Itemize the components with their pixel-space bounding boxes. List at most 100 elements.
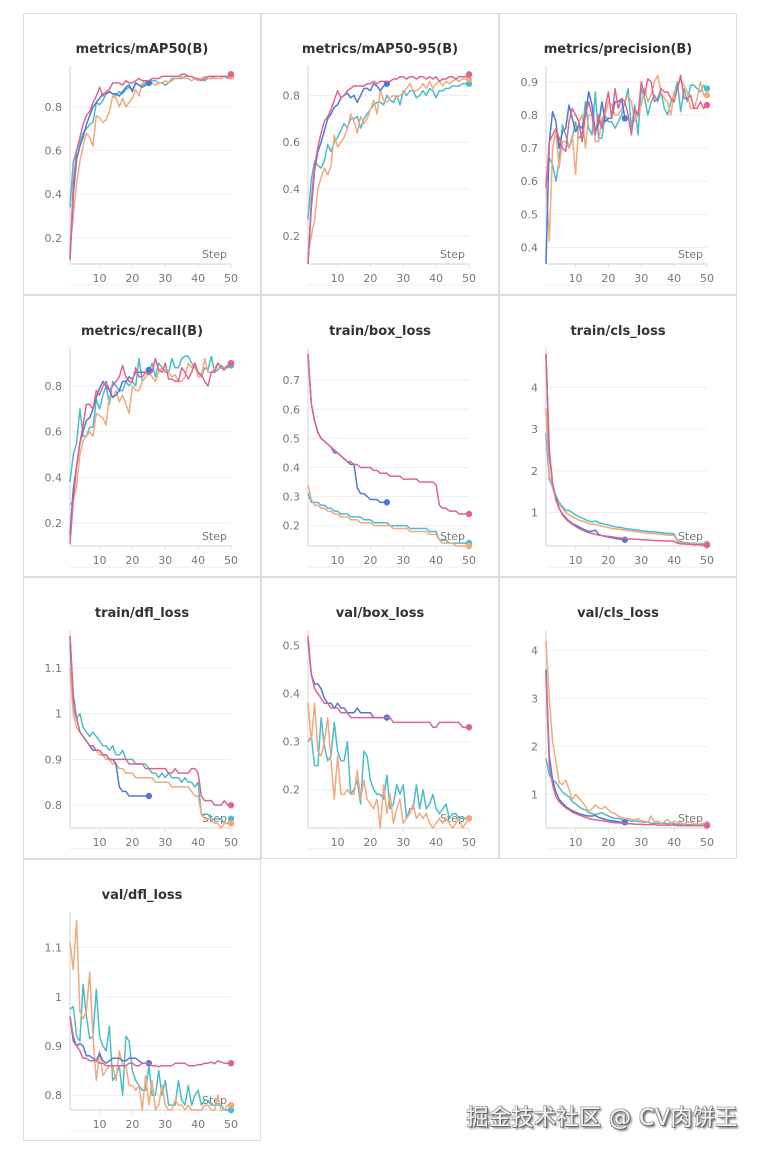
y-tick-label: 0.4	[283, 688, 301, 701]
chart-panel-val_dfl: val/dfl_loss 0.8 0.9 1 1.1 10 20 30 40 50 Step	[23, 859, 261, 1141]
series-line-run_orange	[69, 357, 232, 506]
y-tick-label: 1	[55, 991, 62, 1004]
series-end-marker-run_pink	[465, 724, 473, 731]
chart-panel-mAP50-95: metrics/mAP50-95(B) 0.2 0.4 0.6 0.8 10 20 30 40 5…	[261, 13, 499, 295]
x-tick-label: 20	[125, 836, 139, 849]
series-line-run_orange	[69, 919, 231, 1111]
series-end-marker-run_teal	[227, 815, 235, 823]
series-end-marker-run_pink	[703, 101, 711, 109]
series-line-run_pink	[307, 635, 469, 728]
series-line-run_blue	[69, 1016, 149, 1064]
y-tick-label: 0.8	[45, 380, 63, 393]
x-tick-label: 20	[601, 836, 615, 849]
series-line-run_pink	[69, 635, 231, 806]
chart-svg: 0.2 0.4 0.6 0.8 10 20 30 40 50 Step	[283, 66, 476, 286]
y-tick-label: 0.8	[45, 1089, 63, 1102]
series-end-marker-run_pink	[703, 822, 711, 829]
series-end-marker-run_pink	[465, 510, 473, 518]
y-tick-label: 0.2	[45, 232, 63, 245]
series-end-marker-run_orange	[465, 542, 473, 550]
series-line-run_pink	[69, 73, 232, 260]
series-end-marker-run_teal	[227, 1106, 235, 1114]
x-tick-label: 30	[634, 554, 648, 567]
series-end-marker-run_orange	[465, 815, 473, 822]
series-end-marker-run_orange	[703, 91, 711, 99]
y-tick-label: 2	[531, 465, 538, 478]
y-tick-label: 0.2	[283, 520, 301, 533]
y-tick-label: 0.7	[521, 142, 539, 155]
y-tick-label: 1	[531, 507, 538, 520]
y-tick-label: 0.2	[283, 784, 301, 797]
x-axis-label: Step	[440, 530, 465, 543]
x-tick-label: 10	[93, 836, 107, 849]
chart-title: val/dfl_loss	[101, 888, 183, 903]
x-tick-label: 50	[224, 272, 238, 285]
x-axis-label: Step	[202, 1094, 227, 1107]
x-tick-label: 30	[158, 554, 172, 567]
x-tick-label: 50	[700, 836, 714, 849]
series-line-run_orange	[307, 484, 469, 547]
y-tick-label: 0.6	[45, 426, 63, 439]
y-tick-label: 0.9	[45, 753, 63, 766]
y-tick-label: 0.5	[283, 432, 301, 445]
series-end-marker-run_blue	[145, 366, 153, 374]
y-tick-label: 1.1	[45, 942, 63, 955]
x-tick-label: 40	[191, 836, 205, 849]
series-end-marker-run_pink	[227, 1060, 235, 1067]
series-line-run_orange	[545, 408, 707, 546]
series-end-marker-run_pink	[227, 359, 235, 367]
chart-title: metrics/precision(B)	[543, 42, 693, 57]
x-tick-label: 20	[363, 272, 377, 285]
chart-svg: 0.4 0.5 0.6 0.7 0.8 0.9 10 20 30 40 50 Step	[521, 66, 714, 286]
series-line-run_pink	[69, 1016, 231, 1068]
chart-panel-recall: metrics/recall(B) 0.2 0.4 0.6 0.8 10 20 30 40 50 S…	[23, 295, 261, 577]
y-tick-label: 0.9	[45, 1040, 63, 1053]
series-line-run_teal	[307, 82, 469, 220]
chart-svg: 1 2 3 4 10 20 30 40 50 Step	[531, 630, 714, 850]
y-tick-label: 4	[531, 644, 538, 657]
x-tick-label: 20	[601, 554, 615, 567]
x-tick-label: 10	[331, 272, 345, 285]
chart-svg: 0.2 0.4 0.6 0.8 10 20 30 40 50 Step	[45, 66, 238, 286]
series-line-run_teal	[307, 493, 469, 544]
y-tick-label: 2	[531, 740, 538, 753]
y-tick-label: 0.6	[283, 136, 301, 149]
y-tick-label: 0.4	[45, 188, 63, 201]
series-end-marker-run_orange	[227, 1101, 235, 1109]
y-tick-label: 0.8	[45, 101, 63, 114]
series-line-run_orange	[307, 78, 469, 255]
y-tick-label: 4	[531, 381, 538, 394]
x-tick-label: 10	[331, 836, 345, 849]
y-tick-label: 0.6	[45, 145, 63, 158]
chart-title: metrics/recall(B)	[80, 324, 204, 339]
y-tick-label: 0.8	[283, 89, 301, 102]
x-tick-label: 30	[396, 272, 410, 285]
x-axis-label: Step	[440, 812, 465, 825]
x-tick-label: 10	[331, 554, 345, 567]
watermark: 掘金技术社区 @ CV肉饼王	[466, 1106, 738, 1131]
chart-panel-precision: metrics/precision(B) 0.4 0.5 0.6 0.7 0.8 0.9 10…	[499, 13, 737, 295]
x-tick-label: 50	[462, 836, 476, 849]
y-tick-label: 0.4	[521, 241, 539, 254]
x-tick-label: 30	[634, 272, 648, 285]
series-line-run_blue	[307, 82, 388, 265]
y-tick-label: 0.8	[521, 109, 539, 122]
y-tick-label: 0.5	[283, 640, 301, 653]
chart-svg: 1 2 3 4 10 20 30 40 50 Step	[531, 348, 714, 568]
y-tick-label: 0.3	[283, 736, 301, 749]
x-tick-label: 30	[634, 836, 648, 849]
series-end-marker-run_pink	[703, 541, 711, 549]
series-end-marker-run_blue	[621, 115, 629, 122]
series-line-run_pink	[307, 73, 470, 265]
x-tick-label: 40	[191, 554, 205, 567]
series-end-marker-run_teal	[703, 85, 711, 92]
chart-svg: 0.2 0.4 0.6 0.8 10 20 30 40 50 Step	[45, 348, 238, 568]
y-tick-label: 0.6	[283, 403, 301, 416]
series-end-marker-run_blue	[621, 819, 629, 826]
y-tick-label: 0.2	[283, 230, 301, 243]
chart-panel-train_box: train/box_loss 0.2 0.3 0.4 0.5 0.6 0.7 10 20 30 40…	[261, 295, 499, 577]
series-end-marker-run_pink	[465, 71, 473, 78]
x-tick-label: 50	[224, 1118, 238, 1131]
x-tick-label: 40	[191, 1118, 205, 1131]
